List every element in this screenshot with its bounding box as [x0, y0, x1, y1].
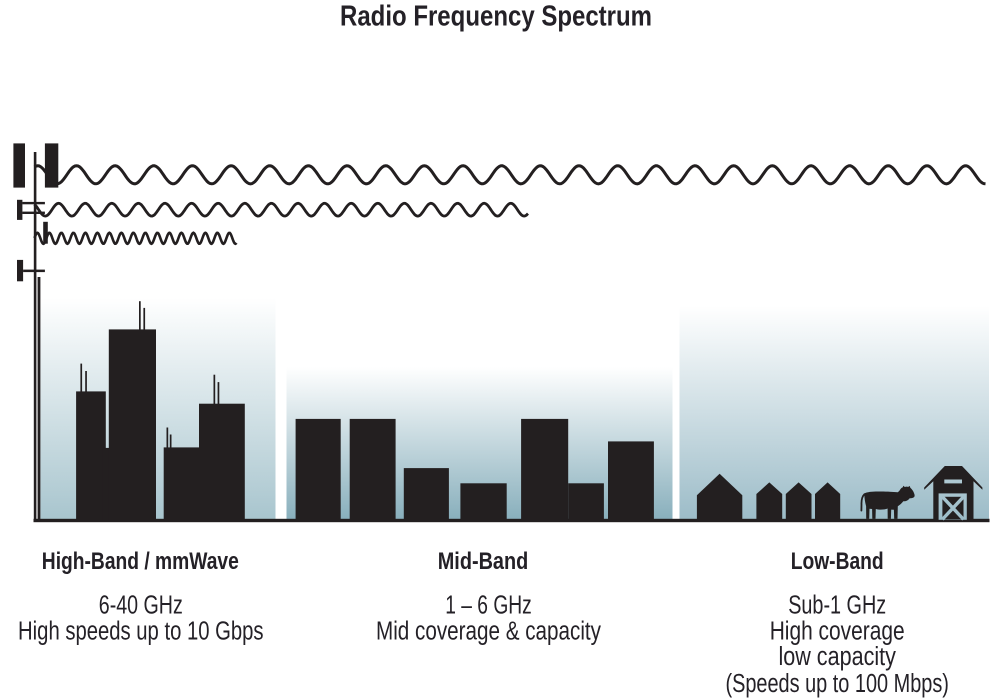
svg-text:Mid coverage & capacity: Mid coverage & capacity: [376, 617, 601, 645]
svg-text:1 – 6 GHz: 1 – 6 GHz: [445, 592, 532, 620]
svg-text:High-Band / mmWave: High-Band / mmWave: [42, 548, 239, 575]
svg-text:Radio Frequency Spectrum: Radio Frequency Spectrum: [340, 0, 652, 32]
svg-text:High speeds up to 10 Gbps: High speeds up to 10 Gbps: [18, 617, 264, 645]
svg-text:Mid-Band: Mid-Band: [438, 548, 529, 575]
svg-text:low capacity: low capacity: [778, 643, 896, 671]
svg-text:Sub-1 GHz: Sub-1 GHz: [788, 592, 886, 620]
svg-text:(Speeds up to 100 Mbps): (Speeds up to 100 Mbps): [725, 670, 949, 698]
svg-text:6-40 GHz: 6-40 GHz: [99, 592, 183, 620]
svg-text:High coverage: High coverage: [770, 617, 905, 645]
svg-text:Low-Band: Low-Band: [791, 548, 884, 575]
